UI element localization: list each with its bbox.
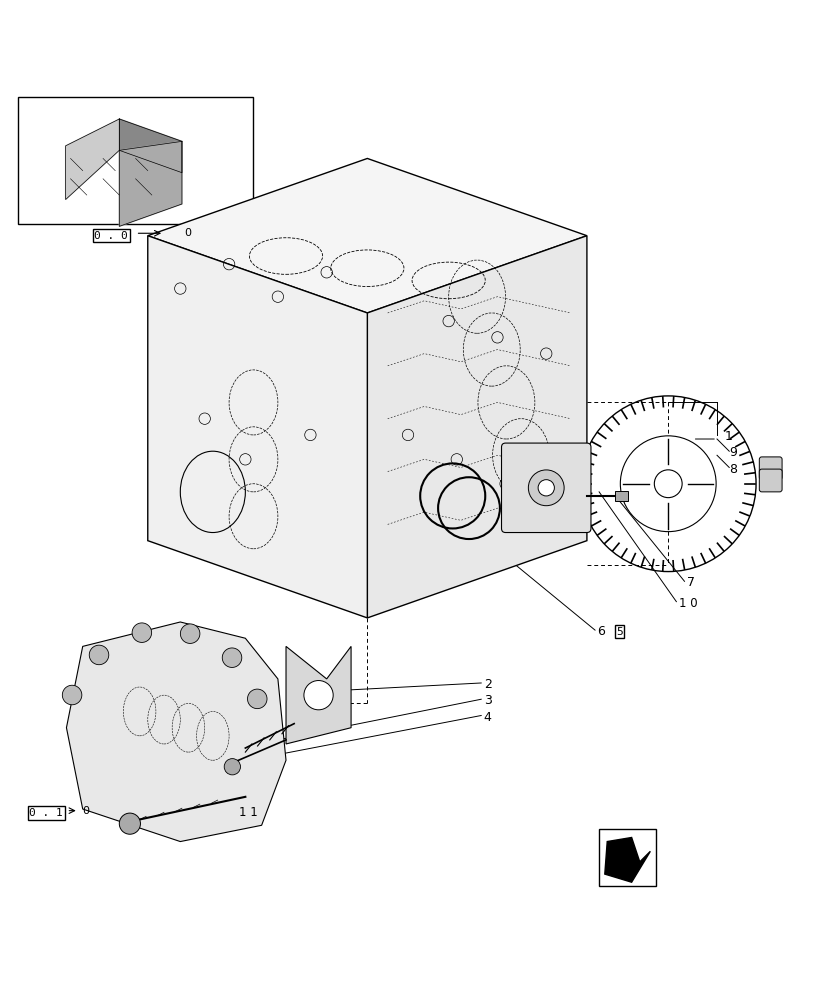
Text: 0: 0 [184, 228, 192, 238]
Bar [599, 829, 656, 886]
Circle shape [224, 759, 241, 775]
Circle shape [654, 470, 682, 498]
Circle shape [89, 645, 109, 665]
Text: 4: 4 [484, 711, 491, 724]
Circle shape [132, 623, 152, 642]
Text: 7: 7 [687, 576, 695, 589]
Text: 2: 2 [484, 678, 491, 691]
Polygon shape [148, 236, 367, 618]
Bar [18, 97, 254, 224]
Bar [615, 491, 628, 501]
Text: 1: 1 [725, 430, 733, 443]
Circle shape [538, 480, 554, 496]
Circle shape [304, 681, 333, 710]
FancyBboxPatch shape [502, 443, 591, 533]
FancyBboxPatch shape [760, 469, 782, 492]
Circle shape [222, 648, 242, 667]
Text: 0 . 0: 0 . 0 [95, 231, 128, 241]
Text: 0 . 1: 0 . 1 [29, 808, 63, 818]
Polygon shape [148, 158, 587, 313]
Text: 1 0: 1 0 [679, 597, 698, 610]
Text: 6: 6 [597, 625, 605, 638]
Polygon shape [66, 622, 286, 842]
Polygon shape [605, 837, 650, 882]
Polygon shape [119, 141, 182, 226]
Polygon shape [367, 236, 587, 618]
Circle shape [119, 813, 140, 834]
Text: 8: 8 [730, 463, 737, 476]
Polygon shape [119, 119, 182, 173]
FancyBboxPatch shape [760, 457, 782, 480]
Text: 3: 3 [484, 694, 491, 707]
Circle shape [247, 689, 267, 709]
Text: 1 1: 1 1 [239, 806, 258, 819]
Text: 0: 0 [82, 806, 90, 816]
Circle shape [528, 470, 564, 506]
Circle shape [620, 436, 716, 532]
Circle shape [62, 685, 82, 705]
Polygon shape [286, 646, 351, 744]
Text: 5: 5 [616, 627, 623, 637]
Text: 9: 9 [730, 446, 737, 459]
Polygon shape [65, 119, 119, 200]
Circle shape [180, 624, 200, 643]
